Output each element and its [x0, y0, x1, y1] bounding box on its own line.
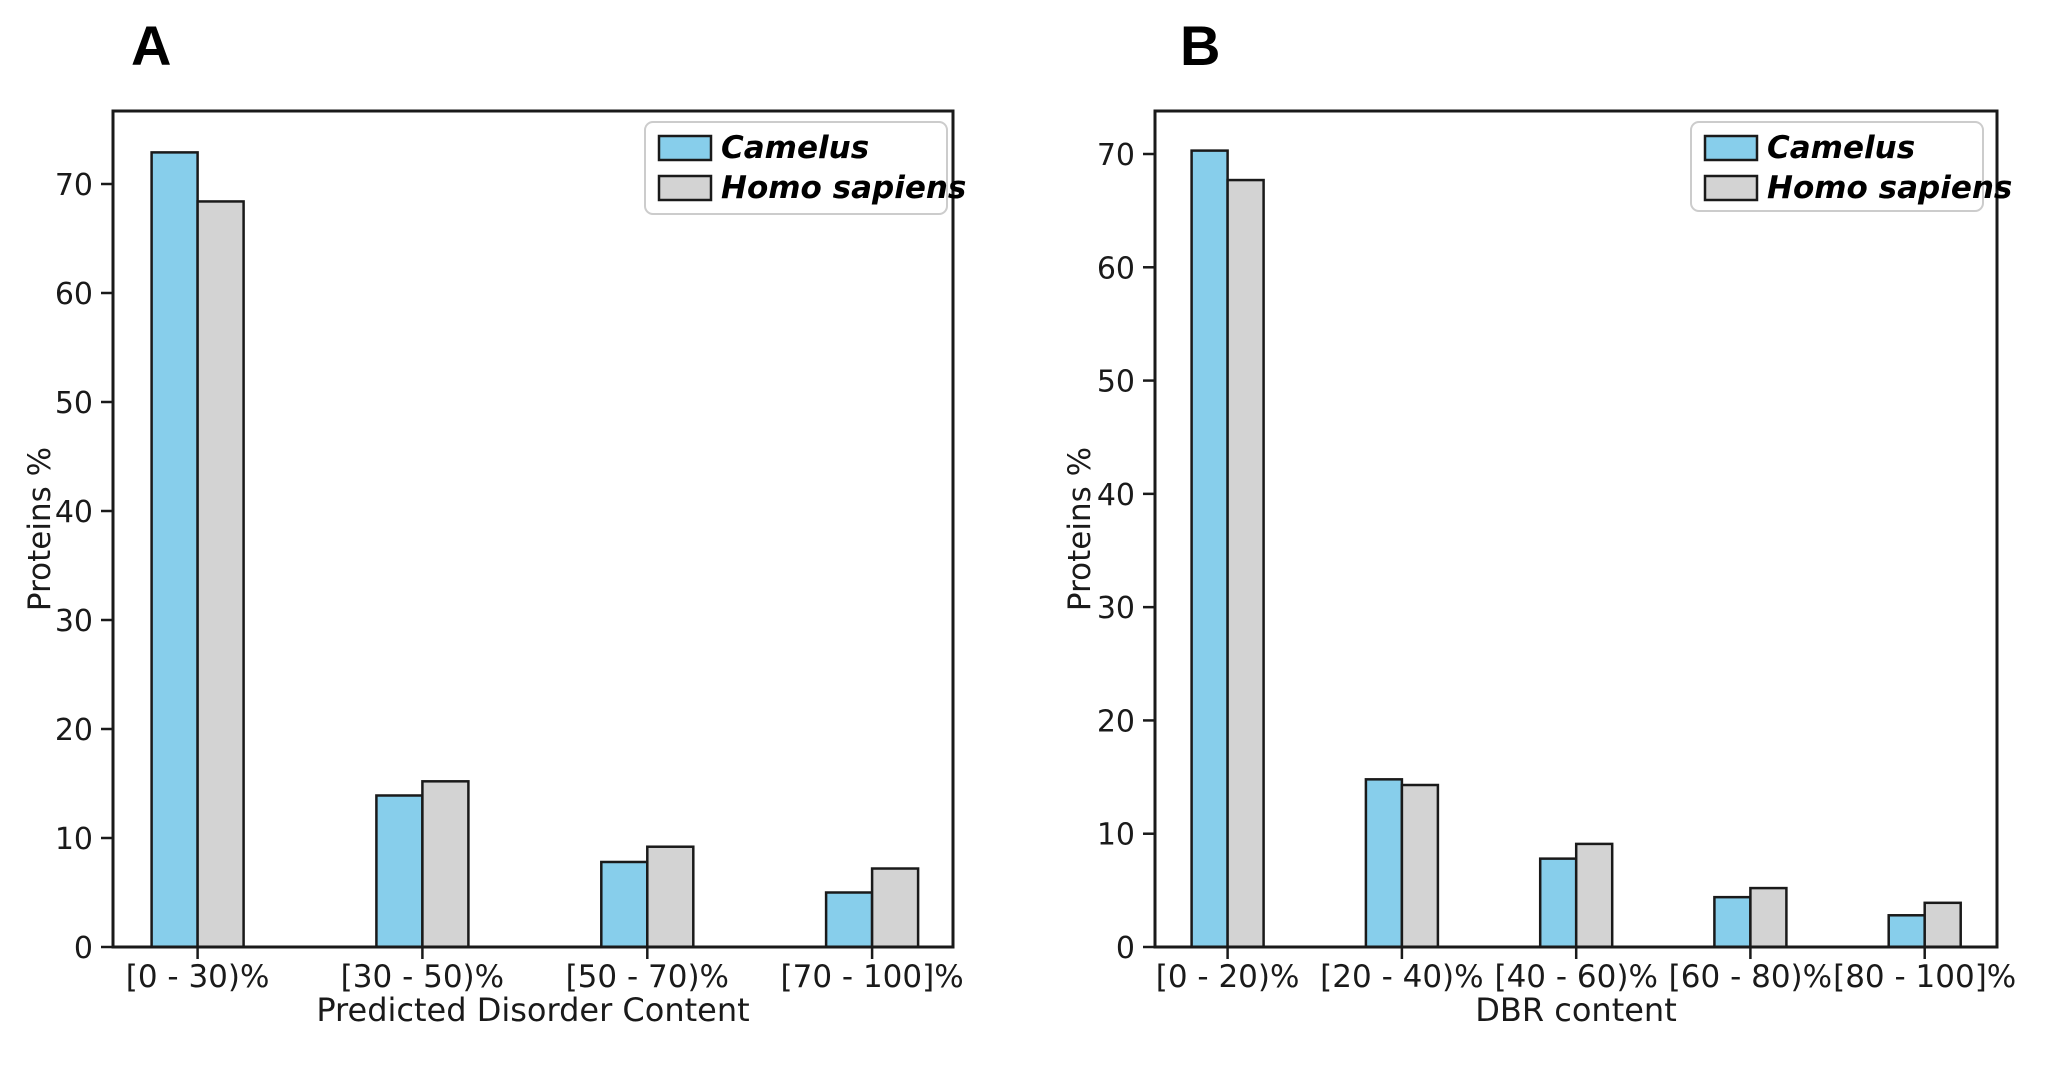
panel-a-xtick-1-label: [30 - 50)% — [341, 959, 504, 995]
panel-a-plot-area — [113, 111, 953, 947]
panel-b-homo-sapiens-bar-0 — [1226, 178, 1265, 949]
panel-a-frame — [111, 109, 955, 949]
panel-a-xtick-0-label: [0 - 30)% — [126, 959, 270, 995]
panel-b: 0 10 20 30 40 50 60 70 [0 - 20)% [20 - 40)% [40 - … — [1097, 109, 2016, 995]
panel-a-ytick-60-label: 60 — [55, 277, 93, 312]
panel-b-xtick-0-label: [0 - 20)% — [1156, 959, 1300, 995]
panel-b-xtick-2-label: [40 - 60)% — [1494, 959, 1657, 995]
panel-a-homo-sapiens-bar-2 — [646, 845, 695, 949]
panel-a-legend-frame — [644, 121, 948, 215]
panel-b-ytick-40-label: 40 — [1097, 478, 1135, 513]
panel-b-homo-sapiens-bar-3 — [1749, 886, 1788, 949]
panel-a-legend-swatch-camelus — [657, 134, 713, 162]
panel-a-xtick-2-label: [50 - 70)% — [566, 959, 729, 995]
panel-a-ytick-30-label: 30 — [55, 604, 93, 639]
panel-a-homo-sapiens-bar-0 — [196, 200, 245, 949]
panel-b-xtick-3-label: [60 - 80)% — [1669, 959, 1832, 995]
panel-b-ytick-10-label: 10 — [1097, 818, 1135, 853]
panel-a-homo-sapiens-bar-1 — [421, 780, 470, 949]
panel-a-ytick-70-label: 70 — [55, 168, 93, 203]
panel-a: 0 10 20 30 40 50 60 70 [0 - 30)% [30 - 50)% [50 - … — [55, 109, 966, 995]
panel-b-ytick-70-label: 70 — [1097, 138, 1135, 173]
panel-b-homo-sapiens-bar-4 — [1923, 901, 1962, 949]
panel-b-legend-label-homo-sapiens: Homo sapiens — [1767, 170, 2012, 206]
panel-a-ytick-50-label: 50 — [55, 386, 93, 421]
panel-b-camelus-bar-3 — [1713, 895, 1752, 949]
panel-a-ytick-40-label: 40 — [55, 495, 93, 530]
panel-a-legend-swatch-homo-sapiens — [657, 174, 713, 202]
panel-a-legend-label-camelus: Camelus — [721, 130, 869, 166]
panel-b-letter: B — [1180, 14, 1221, 77]
panel-a-letter: A — [131, 14, 172, 77]
panel-b-legend: Camelus Homo sapiens — [1690, 121, 2012, 212]
panel-b-frame — [1153, 109, 1999, 949]
panel-b-ytick-50-label: 50 — [1097, 365, 1135, 400]
panel-a-ytick-0-label: 0 — [74, 931, 93, 966]
panel-a-camelus-bar-0 — [150, 151, 199, 949]
panel-a-legend: Camelus Homo sapiens — [644, 121, 966, 215]
panel-a-legend-label-homo-sapiens: Homo sapiens — [721, 170, 966, 206]
panel-b-homo-sapiens-bar-1 — [1400, 783, 1440, 949]
panel-b-camelus-bar-4 — [1887, 914, 1926, 949]
panel-b-camelus-bar-1 — [1364, 778, 1404, 949]
panel-b-xtick-1-label: [20 - 40)% — [1320, 959, 1483, 995]
panel-a-camelus-bar-2 — [600, 860, 649, 949]
panel-b-plot-area — [1155, 111, 1997, 947]
panel-b-ytick-0-label: 0 — [1116, 931, 1135, 966]
panel-a-xtick-3-label: [70 - 100]% — [781, 959, 964, 995]
panel-a-x-axis-title: Predicted Disorder Content — [316, 991, 750, 1029]
panel-a-camelus-bar-3 — [824, 891, 874, 949]
panel-a-ytick-10-label: 10 — [55, 822, 93, 857]
panel-b-camelus-bar-0 — [1190, 149, 1229, 949]
panel-a-homo-sapiens-bar-3 — [870, 867, 920, 949]
panel-b-legend-swatch-homo-sapiens — [1703, 174, 1759, 202]
panel-b-ytick-60-label: 60 — [1097, 251, 1135, 286]
panel-b-xtick-4-label: [80 - 100]% — [1833, 959, 2016, 995]
panel-a-camelus-bar-1 — [375, 794, 424, 949]
panel-b-camelus-bar-2 — [1538, 857, 1578, 949]
panel-b-ytick-30-label: 30 — [1097, 591, 1135, 626]
panel-a-ytick-20-label: 20 — [55, 713, 93, 748]
panel-b-x-axis-title: DBR content — [1475, 991, 1677, 1029]
panel-b-ytick-20-label: 20 — [1097, 704, 1135, 739]
panel-b-homo-sapiens-bar-2 — [1574, 842, 1614, 949]
panel-b-legend-label-camelus: Camelus — [1767, 130, 1915, 166]
panel-b-legend-frame — [1690, 121, 1984, 212]
panel-a-y-axis-title: Proteins % — [22, 446, 58, 612]
panel-b-y-axis-title: Proteins % — [1062, 446, 1098, 612]
panel-b-legend-swatch-camelus — [1703, 134, 1759, 162]
